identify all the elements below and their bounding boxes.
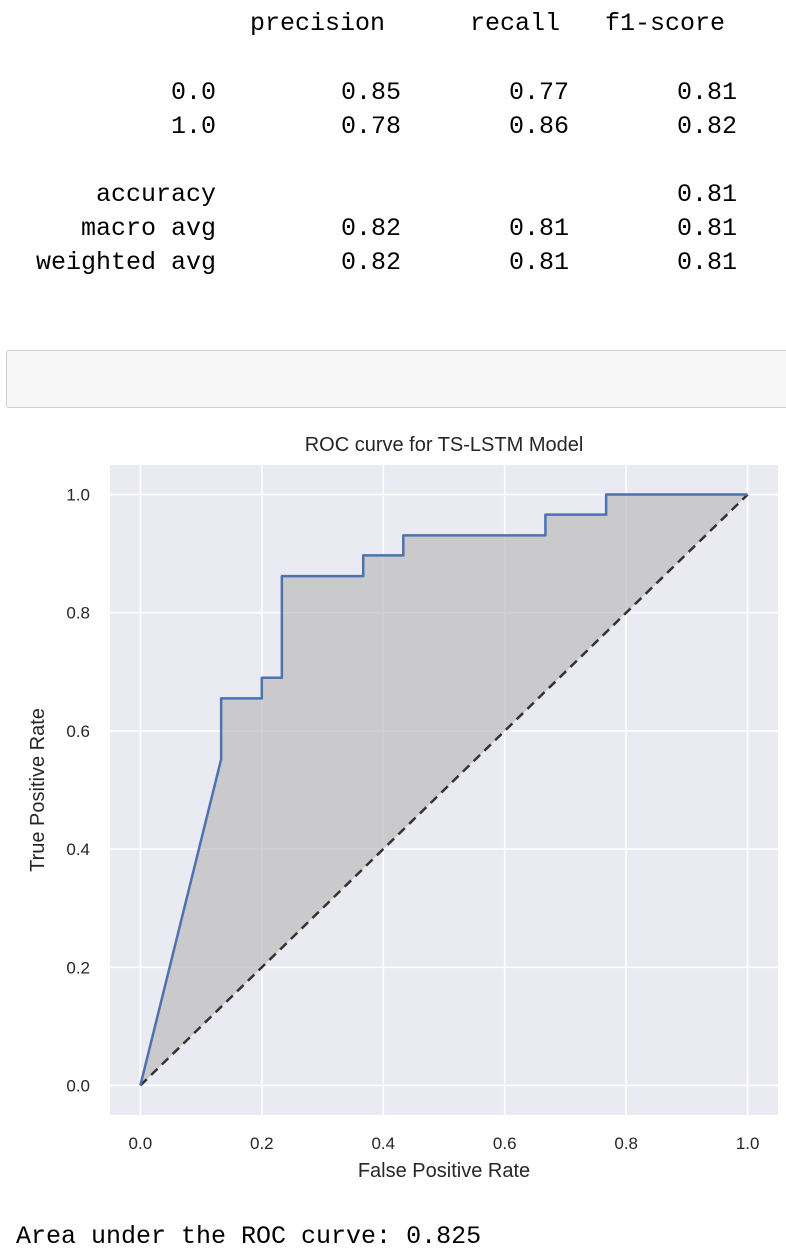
x-tick-label: 0.4 [371,1134,395,1153]
y-tick-label: 0.2 [66,958,90,977]
header-f1-score: f1-score [605,9,726,38]
row-recall: 0.81 [508,214,569,243]
y-tick-label: 1.0 [66,486,90,505]
classification-report: precision recall f1-score 0.0 0.85 0.77 … [0,0,786,290]
x-tick-label: 0.6 [493,1134,517,1153]
header-precision: precision [250,9,386,38]
x-tick-label: 0.8 [614,1134,638,1153]
chance-diagonal-line [139,493,749,1087]
y-axis-label: True Positive Rate [27,708,49,872]
roc-curve-line [139,493,748,1086]
row-label: accuracy [95,180,216,209]
row-precision: 0.78 [340,112,401,141]
x-axis-label: False Positive Rate [358,1160,530,1182]
roc-chart: 0.0 0.2 0.4 0.6 0.8 1.0 0.0 0.2 0.4 0.6 0.8 1.0 ROC … [27,434,778,1182]
y-tick-label: 0.6 [66,722,90,741]
row-recall: 0.86 [508,112,569,141]
y-tick-label: 0.4 [66,840,90,859]
row-f1: 0.81 [676,180,737,209]
row-label: 0.0 [170,78,216,107]
row-label: 1.0 [170,112,216,141]
row-recall: 0.77 [508,78,569,107]
row-precision: 0.85 [340,78,401,107]
row-f1: 0.81 [676,248,737,277]
row-precision: 0.82 [340,248,401,277]
row-label: weighted avg [35,248,216,277]
x-tick-label: 0.2 [250,1134,274,1153]
header-recall: recall [470,9,561,38]
row-recall: 0.81 [508,248,569,277]
x-tick-label: 0.0 [129,1134,153,1153]
chart-title: ROC curve for TS-LSTM Model [305,434,584,456]
row-label: macro avg [80,214,216,243]
row-f1: 0.82 [676,112,737,141]
y-tick-label: 0.0 [66,1076,90,1095]
y-tick-label: 0.8 [66,604,90,623]
code-input-cell[interactable] [6,350,786,408]
row-f1: 0.81 [676,214,737,243]
auc-output: Area under the ROC curve: 0.825 [16,1222,482,1251]
row-f1: 0.81 [676,78,737,107]
row-precision: 0.82 [340,214,401,243]
x-tick-label: 1.0 [736,1134,760,1153]
